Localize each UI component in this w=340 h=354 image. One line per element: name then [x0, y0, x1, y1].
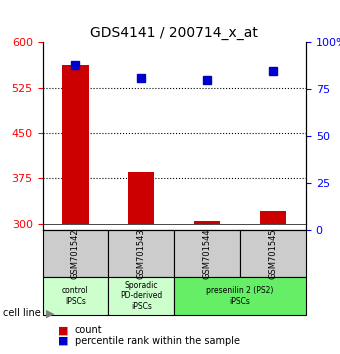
Bar — [128, 172, 154, 224]
FancyBboxPatch shape — [174, 230, 240, 277]
Text: ■: ■ — [58, 325, 68, 336]
Text: percentile rank within the sample: percentile rank within the sample — [75, 336, 240, 346]
Title: GDS4141 / 200714_x_at: GDS4141 / 200714_x_at — [90, 26, 258, 40]
Text: Sporadic
PD-derived
iPSCs: Sporadic PD-derived iPSCs — [120, 281, 163, 311]
Text: GSM701544: GSM701544 — [203, 228, 212, 279]
Text: ▶: ▶ — [46, 308, 54, 318]
Text: control
IPSCs: control IPSCs — [62, 286, 89, 306]
FancyBboxPatch shape — [174, 277, 306, 315]
Text: presenilin 2 (PS2)
iPSCs: presenilin 2 (PS2) iPSCs — [206, 286, 274, 306]
FancyBboxPatch shape — [240, 230, 306, 277]
Bar — [260, 211, 286, 224]
Text: ■: ■ — [58, 336, 68, 346]
Text: cell line: cell line — [3, 308, 41, 318]
Bar — [62, 65, 89, 224]
Bar — [194, 221, 220, 224]
Text: GSM701543: GSM701543 — [137, 228, 146, 279]
FancyBboxPatch shape — [42, 277, 108, 315]
FancyBboxPatch shape — [108, 230, 174, 277]
Text: GSM701545: GSM701545 — [269, 228, 277, 279]
FancyBboxPatch shape — [42, 230, 108, 277]
FancyBboxPatch shape — [108, 277, 174, 315]
Text: count: count — [75, 325, 102, 336]
Text: GSM701542: GSM701542 — [71, 228, 80, 279]
